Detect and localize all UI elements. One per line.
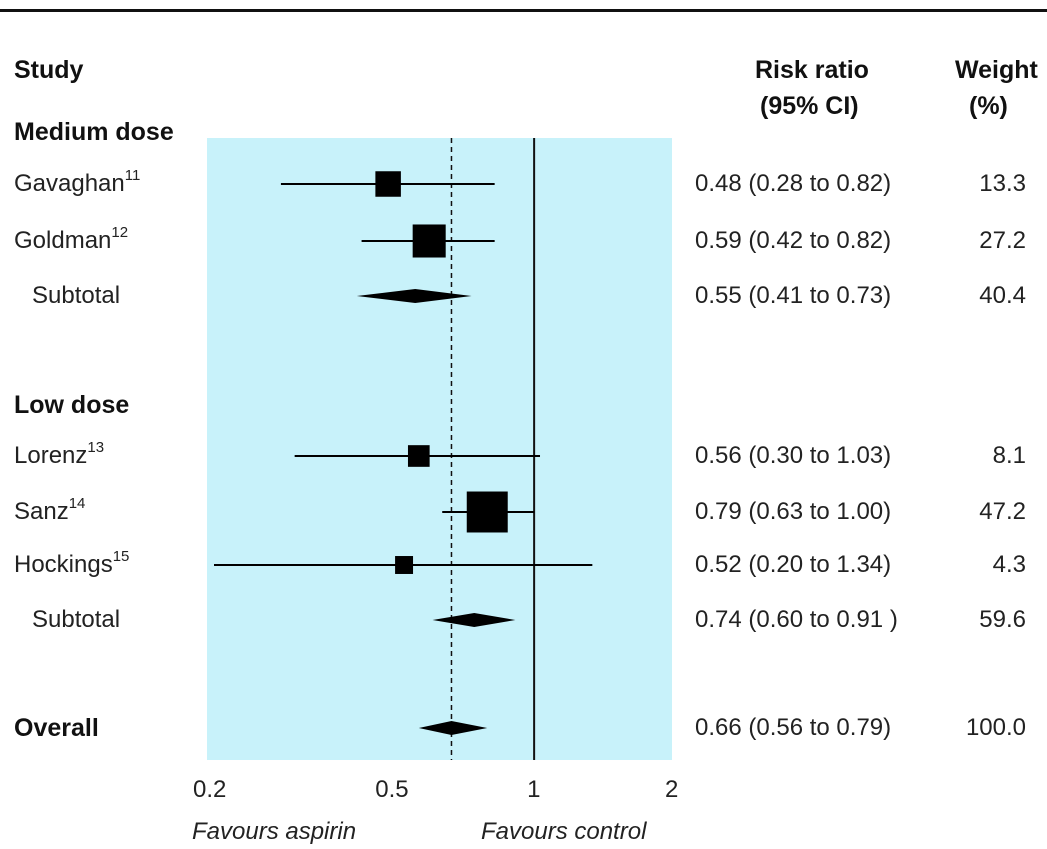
study-ci-text: 0.48 (0.28 to 0.82) (695, 170, 892, 197)
overall-ci-text: 0.66 (0.56 to 0.79) (695, 714, 892, 741)
overall-weight: 100.0 (965, 714, 1026, 741)
subtotal-label: Subtotal (32, 282, 121, 309)
overall-diamond (418, 721, 488, 735)
group-label: Low dose (14, 391, 130, 419)
point-estimate-square (375, 171, 401, 197)
subtotal-weight: 59.6 (979, 606, 1026, 633)
study-name: Gavaghan (14, 170, 125, 197)
study-ci-text: 0.79 (0.63 to 1.00) (695, 498, 892, 525)
reference-number: 15 (112, 548, 130, 565)
study-ci-text: 0.52 (0.20 to 1.34) (695, 551, 892, 578)
study-name: Hockings (14, 551, 113, 578)
subtotal-weight: 40.4 (979, 282, 1026, 309)
top-rule (0, 9, 1047, 12)
reference-number: 11 (124, 167, 141, 184)
header-weight: Weight (955, 56, 1038, 84)
x-tick-label: 0.5 (375, 776, 409, 803)
point-estimate-square (395, 556, 414, 574)
group-label: Medium dose (14, 118, 174, 146)
study-weight: 27.2 (979, 227, 1026, 254)
study-weight: 8.1 (992, 442, 1026, 469)
study-name: Lorenz (14, 442, 88, 469)
x-tick-label: 1 (527, 776, 541, 803)
study-label: Sanz14 (14, 496, 85, 525)
point-estimate-square (466, 491, 508, 533)
study-label: Lorenz13 (14, 440, 104, 469)
subtotal-diamond (356, 289, 472, 303)
header-study: Study (14, 56, 84, 84)
study-ci-text: 0.56 (0.30 to 1.03) (695, 442, 892, 469)
study-ci-text: 0.59 (0.42 to 0.82) (695, 227, 892, 254)
study-weight: 13.3 (979, 170, 1026, 197)
reference-number: 14 (68, 495, 86, 512)
study-name: Goldman (14, 227, 112, 254)
subtotal-diamond (432, 613, 516, 627)
x-tick-label: 0.2 (193, 776, 227, 803)
study-name: Sanz (14, 498, 69, 525)
point-estimate-square (407, 445, 430, 467)
study-label: Hockings15 (14, 549, 129, 578)
study-label: Gavaghan11 (14, 168, 140, 197)
overall-label: Overall (14, 714, 99, 742)
favours-right-label: Favours control (481, 818, 647, 845)
x-tick-label: 2 (665, 776, 679, 803)
study-weight: 47.2 (979, 498, 1026, 525)
subtotal-ci-text: 0.55 (0.41 to 0.73) (695, 282, 892, 309)
study-label: Goldman12 (14, 225, 128, 254)
favours-left-label: Favours aspirin (192, 818, 357, 845)
reference-number: 12 (111, 224, 129, 241)
subtotal-label: Subtotal (32, 606, 121, 633)
point-estimate-square (412, 224, 446, 258)
header-risk-ratio-ci: (95% CI) (760, 92, 859, 120)
study-weight: 4.3 (992, 551, 1026, 578)
subtotal-ci-text: 0.74 (0.60 to 0.91 ) (695, 606, 898, 633)
header-weight-unit: (%) (969, 92, 1008, 120)
header-risk-ratio: Risk ratio (755, 56, 869, 84)
reference-number: 13 (87, 439, 105, 456)
